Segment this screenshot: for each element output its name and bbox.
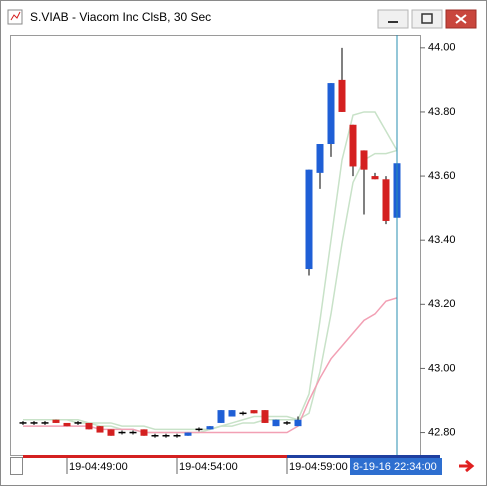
candle-body: [239, 412, 247, 415]
y-tick-label: 43.20: [428, 298, 456, 310]
scroll-box[interactable]: [10, 457, 23, 475]
time-bar-current: [287, 455, 440, 458]
y-tick-label: 44.00: [428, 42, 456, 54]
moving-average: [23, 297, 398, 434]
cursor-label-box: [350, 458, 442, 475]
candle-body: [272, 419, 280, 427]
candle-body: [184, 432, 192, 436]
candle-body: [107, 429, 115, 436]
candle-body: [19, 422, 27, 424]
candle-body: [349, 124, 357, 167]
y-tick-label: 43.40: [428, 234, 456, 246]
y-tick-label: 43.60: [428, 170, 456, 182]
time-bar: [23, 455, 440, 458]
candle-body: [129, 431, 137, 434]
candle-body: [118, 431, 126, 434]
candle-body: [261, 410, 269, 423]
cursor-label: 8-19-16 22:34:00: [353, 461, 437, 473]
candle-body: [206, 426, 214, 430]
app-icon-graph: [10, 11, 21, 21]
x-tick-label: 19-04:54:00: [179, 461, 238, 473]
candle-body: [294, 419, 302, 427]
candle-body: [96, 426, 104, 433]
candle-body: [151, 435, 159, 437]
candle-body: [63, 422, 71, 427]
candle-body: [41, 422, 49, 424]
y-tick-label: 42.80: [428, 426, 456, 438]
candle-body: [305, 169, 313, 270]
plot-area: [10, 35, 421, 456]
candle-body: [74, 422, 82, 424]
y-tick-label: 43.80: [428, 106, 456, 118]
window-title: S.VIAB - Viacom Inc ClsB, 30 Sec: [30, 10, 211, 24]
minimize-button[interactable]: [377, 9, 409, 29]
maximize-button[interactable]: [411, 9, 443, 29]
x-tick-label: 19-04:59:00: [289, 461, 348, 473]
candle-body: [30, 422, 38, 424]
app-icon: [7, 9, 23, 25]
candle-body: [140, 429, 148, 436]
candle-body: [371, 176, 379, 180]
candle-body: [217, 410, 225, 423]
candle-body: [52, 419, 60, 423]
candle-body: [382, 179, 390, 221]
candle-body: [195, 428, 203, 431]
x-tick-label: 19-04:49:00: [69, 461, 128, 473]
candle-body: [360, 150, 368, 170]
candle-body: [283, 422, 291, 424]
candle-body: [162, 435, 170, 437]
candle-body: [228, 410, 236, 417]
candle-body: [327, 83, 335, 145]
candle-body: [250, 410, 258, 414]
candle-body: [316, 144, 324, 173]
candle-body: [173, 435, 181, 437]
close-button[interactable]: [445, 9, 477, 29]
candle-body: [338, 79, 346, 112]
scroll-right-arrow[interactable]: [459, 459, 475, 473]
candle-body: [85, 422, 93, 430]
y-tick-label: 43.00: [428, 362, 456, 374]
